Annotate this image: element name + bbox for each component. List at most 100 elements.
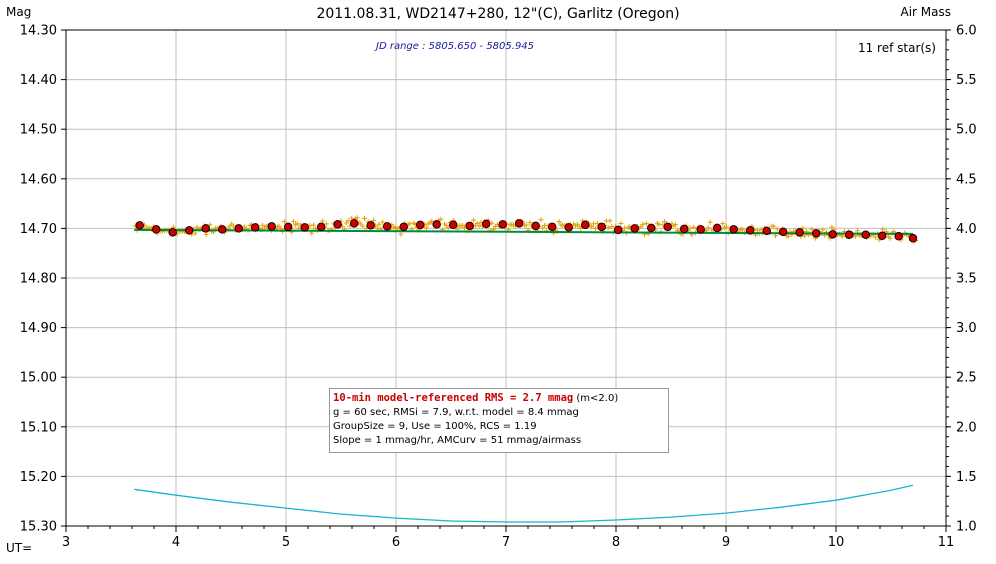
binned-point — [217, 225, 227, 234]
raw-point — [349, 215, 355, 221]
raw-point — [691, 224, 697, 230]
y-tick-label-right: 2.5 — [956, 371, 977, 386]
y-tick-label-right: 2.0 — [956, 420, 977, 435]
binned-point — [679, 224, 689, 234]
raw-point — [407, 221, 413, 227]
binned-point — [663, 222, 672, 232]
x-tick-label: 7 — [502, 535, 510, 550]
binned-point — [564, 223, 573, 232]
x-tick-label: 6 — [392, 535, 400, 550]
stats-box: 10-min model-referenced RMS = 2.7 mmag (… — [329, 388, 669, 453]
binned-point — [696, 225, 705, 234]
raw-point — [720, 221, 726, 227]
raw-point — [707, 219, 713, 225]
y-tick-label-right: 5.5 — [956, 73, 977, 88]
binned-point — [795, 228, 804, 237]
raw-point — [640, 221, 646, 227]
raw-point — [809, 226, 815, 232]
y-tick-label-right: 5.0 — [956, 123, 977, 138]
binned-point — [745, 226, 755, 235]
raw-point — [723, 224, 729, 230]
binned-point — [366, 221, 375, 230]
raw-point — [281, 219, 287, 225]
raw-point — [771, 223, 777, 229]
raw-point — [820, 227, 826, 233]
binned-point — [597, 222, 606, 232]
binned-point — [646, 223, 656, 233]
binned-point — [300, 223, 309, 232]
binned-point — [613, 225, 623, 235]
raw-point — [376, 221, 382, 227]
y-tick-label-right: 4.5 — [956, 172, 977, 187]
binned-point — [877, 231, 887, 241]
x-tick-label: 9 — [722, 535, 730, 550]
binned-point — [316, 222, 326, 232]
raw-point — [523, 222, 529, 228]
raw-point — [673, 222, 678, 228]
y-tick-label-right: 3.0 — [956, 321, 977, 336]
binned-point — [201, 224, 210, 233]
raw-point — [380, 219, 386, 225]
binned-point — [828, 230, 837, 239]
binned-point — [498, 220, 507, 229]
binned-point — [514, 219, 524, 228]
raw-point — [207, 222, 213, 228]
binned-point — [432, 220, 441, 229]
stats-line-2: g = 60 sec, RMSi = 7.9, w.r.t. model = 8… — [333, 407, 579, 418]
raw-point — [740, 227, 746, 233]
y-tick-label-right: 3.5 — [956, 272, 977, 287]
binned-point — [283, 222, 293, 232]
raw-point — [880, 226, 886, 232]
binned-point — [908, 234, 918, 243]
raw-point — [345, 218, 351, 224]
raw-point — [578, 226, 584, 231]
raw-point — [438, 216, 444, 222]
binned-point — [415, 220, 425, 230]
binned-point — [844, 230, 854, 240]
raw-point — [643, 221, 649, 226]
raw-point — [362, 215, 367, 221]
raw-point — [589, 224, 595, 230]
y-tick-label-left: 15.00 — [20, 371, 57, 386]
jd-range-label: JD range : 5805.650 - 5805.945 — [376, 41, 535, 52]
chart-title: 2011.08.31, WD2147+280, 12"(C), Garlitz … — [316, 6, 680, 22]
y-tick-label-left: 14.60 — [20, 172, 57, 187]
x-tick-label: 4 — [172, 535, 180, 550]
y-tick-label-right: 1.0 — [956, 520, 977, 535]
ref-stars-label: 11 ref star(s) — [857, 41, 936, 55]
binned-point — [234, 224, 243, 233]
y-tick-label-left: 14.30 — [20, 24, 57, 39]
binned-point — [712, 223, 722, 233]
y-tick-label-right: 4.0 — [956, 222, 977, 237]
binned-point — [135, 221, 144, 230]
binned-point — [333, 220, 342, 229]
rms-condition: (m<2.0) — [573, 393, 619, 404]
binned-point — [811, 229, 821, 238]
y-tick-label-left: 14.80 — [20, 272, 57, 287]
binned-point — [250, 223, 260, 232]
raw-point — [887, 235, 893, 241]
raw-point — [594, 220, 600, 226]
raw-point — [540, 225, 546, 231]
x-axis-label: UT= — [6, 541, 33, 555]
binned-point — [861, 230, 870, 240]
raw-point — [323, 221, 329, 227]
raw-point — [398, 231, 404, 237]
y-tick-label-left: 15.10 — [20, 420, 57, 435]
raw-point — [320, 218, 326, 224]
raw-point — [854, 228, 860, 234]
raw-point — [527, 220, 533, 226]
y-axis-label-right: Air Mass — [900, 5, 951, 19]
x-tick-label: 5 — [282, 535, 290, 550]
raw-point — [260, 222, 266, 228]
raw-point — [291, 218, 296, 224]
raw-point — [774, 226, 780, 232]
binned-point — [151, 225, 161, 234]
raw-point — [374, 225, 380, 231]
binned-points-group — [135, 219, 918, 243]
raw-point — [371, 217, 377, 223]
raw-point — [203, 232, 209, 237]
y-tick-label-left: 15.30 — [20, 520, 57, 535]
stats-line-3: GroupSize = 9, Use = 100%, RCS = 1.19 — [333, 421, 537, 432]
raw-point — [294, 221, 300, 227]
